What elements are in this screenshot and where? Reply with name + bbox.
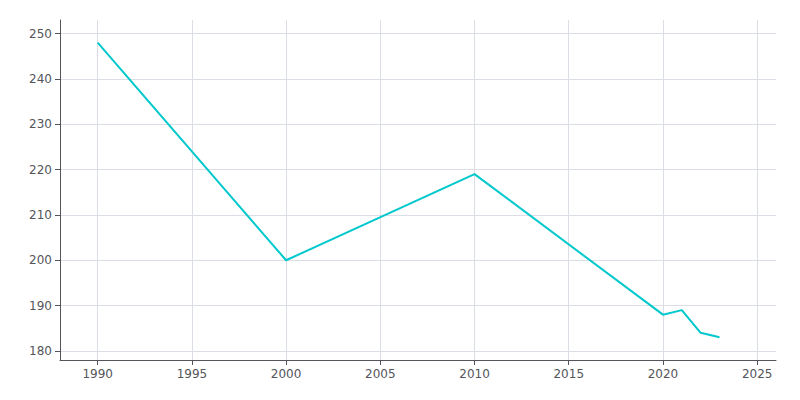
svg-text:180: 180 (29, 344, 52, 358)
svg-text:190: 190 (29, 299, 52, 313)
svg-text:200: 200 (29, 253, 52, 267)
svg-text:2020: 2020 (648, 367, 679, 381)
svg-text:210: 210 (29, 208, 52, 222)
svg-text:250: 250 (29, 27, 52, 41)
svg-text:220: 220 (29, 163, 52, 177)
svg-text:2010: 2010 (459, 367, 490, 381)
svg-text:1990: 1990 (82, 367, 113, 381)
svg-text:1995: 1995 (177, 367, 208, 381)
svg-text:230: 230 (29, 117, 52, 131)
svg-text:2025: 2025 (742, 367, 773, 381)
svg-text:2015: 2015 (553, 367, 584, 381)
svg-text:2000: 2000 (271, 367, 302, 381)
svg-text:240: 240 (29, 72, 52, 86)
svg-text:2005: 2005 (365, 367, 396, 381)
